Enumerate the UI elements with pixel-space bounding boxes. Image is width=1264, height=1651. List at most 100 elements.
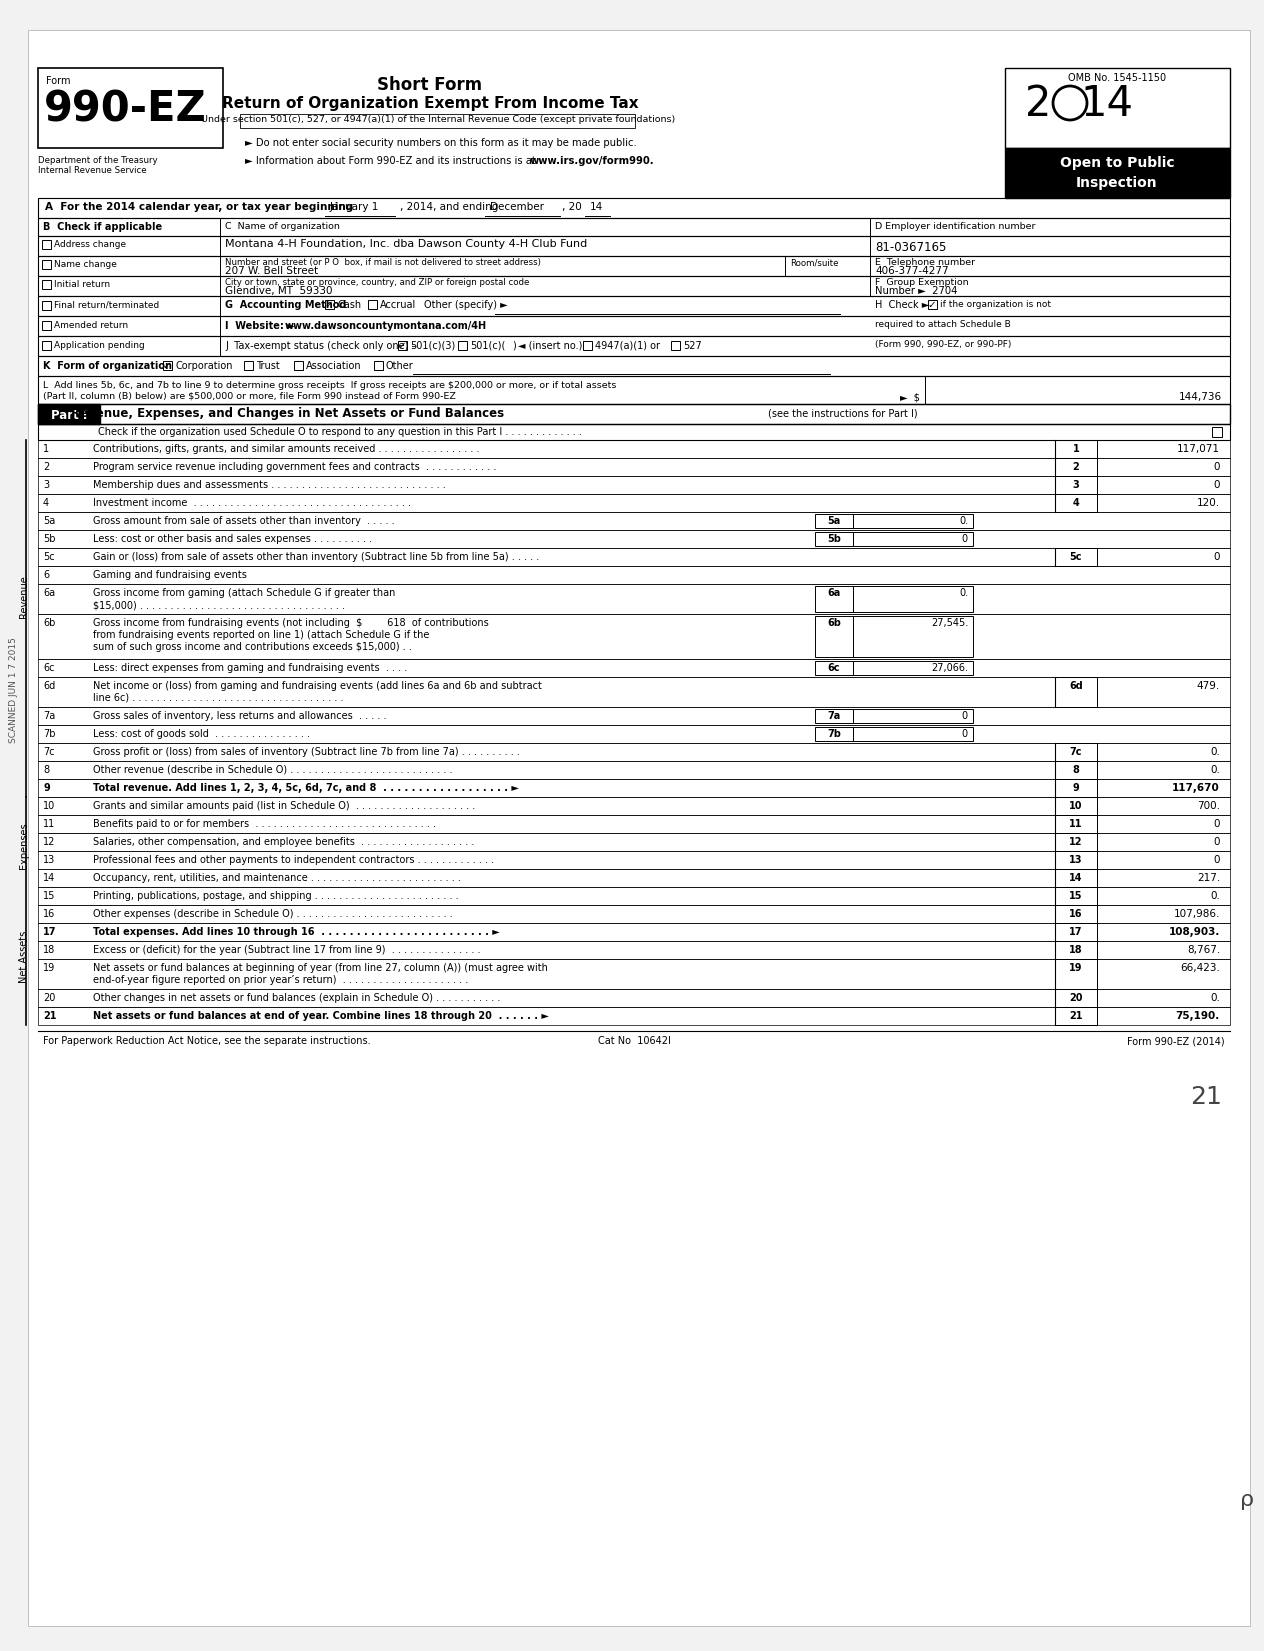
Text: if the organization is not: if the organization is not xyxy=(940,300,1050,309)
Text: G  Accounting Method: G Accounting Method xyxy=(225,300,346,310)
Text: OMB No. 1545-1150: OMB No. 1545-1150 xyxy=(1068,73,1167,83)
Text: 0: 0 xyxy=(1213,551,1220,561)
Bar xyxy=(38,677,1230,707)
Text: Cash: Cash xyxy=(337,300,362,310)
Text: 13: 13 xyxy=(1069,855,1083,865)
Bar xyxy=(1055,887,1097,905)
Text: H  Check ►: H Check ► xyxy=(875,300,929,310)
Bar xyxy=(38,236,1230,256)
Bar xyxy=(374,362,383,370)
Text: Net income or (loss) from gaming and fundraising events (add lines 6a and 6b and: Net income or (loss) from gaming and fun… xyxy=(94,680,542,692)
Text: sum of such gross income and contributions exceeds $15,000) . .: sum of such gross income and contributio… xyxy=(94,642,412,652)
Text: Number and street (or P O  box, if mail is not delivered to street address): Number and street (or P O box, if mail i… xyxy=(225,258,541,267)
Text: 144,736: 144,736 xyxy=(1179,391,1222,401)
Bar xyxy=(38,779,1230,797)
Bar xyxy=(38,797,1230,816)
Text: (Part II, column (B) below) are $500,000 or more, file Form 990 instead of Form : (Part II, column (B) below) are $500,000… xyxy=(43,391,456,401)
Text: Under section 501(c), 527, or 4947(a)(1) of the Internal Revenue Code (except pr: Under section 501(c), 527, or 4947(a)(1)… xyxy=(201,116,675,124)
Text: 16: 16 xyxy=(43,910,56,920)
Text: 7b: 7b xyxy=(43,730,56,740)
Text: Montana 4-H Foundation, Inc. dba Dawson County 4-H Club Fund: Montana 4-H Foundation, Inc. dba Dawson … xyxy=(225,239,588,249)
Text: 0.: 0. xyxy=(959,588,968,598)
Bar xyxy=(1055,761,1097,779)
Bar xyxy=(38,725,1230,743)
Text: Department of the Treasury: Department of the Treasury xyxy=(38,155,158,165)
Text: B  Check if applicable: B Check if applicable xyxy=(43,221,162,233)
Text: 1: 1 xyxy=(1073,444,1079,454)
Text: 9: 9 xyxy=(43,783,49,792)
Bar xyxy=(853,660,973,675)
Bar xyxy=(1055,868,1097,887)
Text: 4: 4 xyxy=(1073,499,1079,509)
Bar xyxy=(1055,850,1097,868)
Bar xyxy=(1005,149,1230,198)
Text: Gain or (loss) from sale of assets other than inventory (Subtract line 5b from l: Gain or (loss) from sale of assets other… xyxy=(94,551,540,561)
Bar xyxy=(38,743,1230,761)
Text: 0.: 0. xyxy=(959,517,968,527)
Text: C  Name of organization: C Name of organization xyxy=(225,221,340,231)
Bar xyxy=(38,761,1230,779)
Text: L  Add lines 5b, 6c, and 7b to line 9 to determine gross receipts  If gross rece: L Add lines 5b, 6c, and 7b to line 9 to … xyxy=(43,381,617,390)
Text: 2: 2 xyxy=(43,462,49,472)
Text: SCANNED JUN 1 7 2015: SCANNED JUN 1 7 2015 xyxy=(10,637,19,743)
Bar xyxy=(398,342,407,350)
Bar xyxy=(368,300,377,309)
Text: 0.: 0. xyxy=(1210,992,1220,1004)
Text: 16: 16 xyxy=(1069,910,1083,920)
Text: 17: 17 xyxy=(1069,926,1083,938)
Bar xyxy=(38,868,1230,887)
Bar xyxy=(38,584,1230,614)
Text: Gaming and fundraising events: Gaming and fundraising events xyxy=(94,570,246,580)
Text: Net assets or fund balances at beginning of year (from line 27, column (A)) (mus: Net assets or fund balances at beginning… xyxy=(94,963,547,972)
Bar xyxy=(853,708,973,723)
Text: ✓: ✓ xyxy=(162,362,171,371)
Text: 27,545.: 27,545. xyxy=(930,617,968,627)
Bar xyxy=(42,300,51,310)
Text: 2: 2 xyxy=(1073,462,1079,472)
Text: 17: 17 xyxy=(43,926,57,938)
Text: Number ►  2704: Number ► 2704 xyxy=(875,286,957,296)
Text: 5a: 5a xyxy=(828,517,841,527)
Text: A  For the 2014 calendar year, or tax year beginning: A For the 2014 calendar year, or tax yea… xyxy=(46,201,353,211)
Text: 6c: 6c xyxy=(828,664,841,674)
Bar xyxy=(42,281,51,289)
Text: 117,670: 117,670 xyxy=(1172,783,1220,792)
Bar xyxy=(38,512,1230,530)
Text: Application pending: Application pending xyxy=(54,342,145,350)
Text: 501(c)(3): 501(c)(3) xyxy=(410,342,455,352)
Text: 12: 12 xyxy=(43,837,56,847)
Bar xyxy=(42,259,51,269)
Bar xyxy=(1055,834,1097,850)
Bar xyxy=(853,726,973,741)
Text: 7a: 7a xyxy=(43,712,56,721)
Bar xyxy=(38,905,1230,923)
Text: www.dawsoncountymontana.com/4H: www.dawsoncountymontana.com/4H xyxy=(284,320,487,330)
Text: 7c: 7c xyxy=(1069,746,1082,758)
Bar xyxy=(38,923,1230,941)
Text: F  Group Exemption: F Group Exemption xyxy=(875,277,968,287)
Text: January 1: January 1 xyxy=(330,201,379,211)
Bar xyxy=(295,362,303,370)
Bar xyxy=(38,989,1230,1007)
Text: Total expenses. Add lines 10 through 16  . . . . . . . . . . . . . . . . . . . .: Total expenses. Add lines 10 through 16 … xyxy=(94,926,499,938)
Text: Expenses: Expenses xyxy=(19,822,29,868)
Text: Other: Other xyxy=(386,362,413,371)
Bar xyxy=(38,530,1230,548)
Bar xyxy=(38,337,1230,357)
Bar xyxy=(583,342,592,350)
Text: Net Assets: Net Assets xyxy=(19,931,29,982)
Bar xyxy=(815,616,853,657)
Text: 3: 3 xyxy=(43,480,49,490)
Bar xyxy=(38,887,1230,905)
Bar xyxy=(1212,428,1222,438)
Bar xyxy=(38,1007,1230,1025)
Bar xyxy=(38,441,1230,457)
Bar xyxy=(38,198,1230,218)
Text: 2: 2 xyxy=(1025,83,1052,125)
Text: Total revenue. Add lines 1, 2, 3, 4, 5c, 6d, 7c, and 8  . . . . . . . . . . . . : Total revenue. Add lines 1, 2, 3, 4, 5c,… xyxy=(94,783,520,792)
Text: required to attach Schedule B: required to attach Schedule B xyxy=(875,320,1011,329)
Bar xyxy=(38,816,1230,834)
Text: Less: cost of goods sold  . . . . . . . . . . . . . . . .: Less: cost of goods sold . . . . . . . .… xyxy=(94,730,310,740)
Text: 75,190.: 75,190. xyxy=(1176,1010,1220,1020)
Text: Corporation: Corporation xyxy=(174,362,233,371)
